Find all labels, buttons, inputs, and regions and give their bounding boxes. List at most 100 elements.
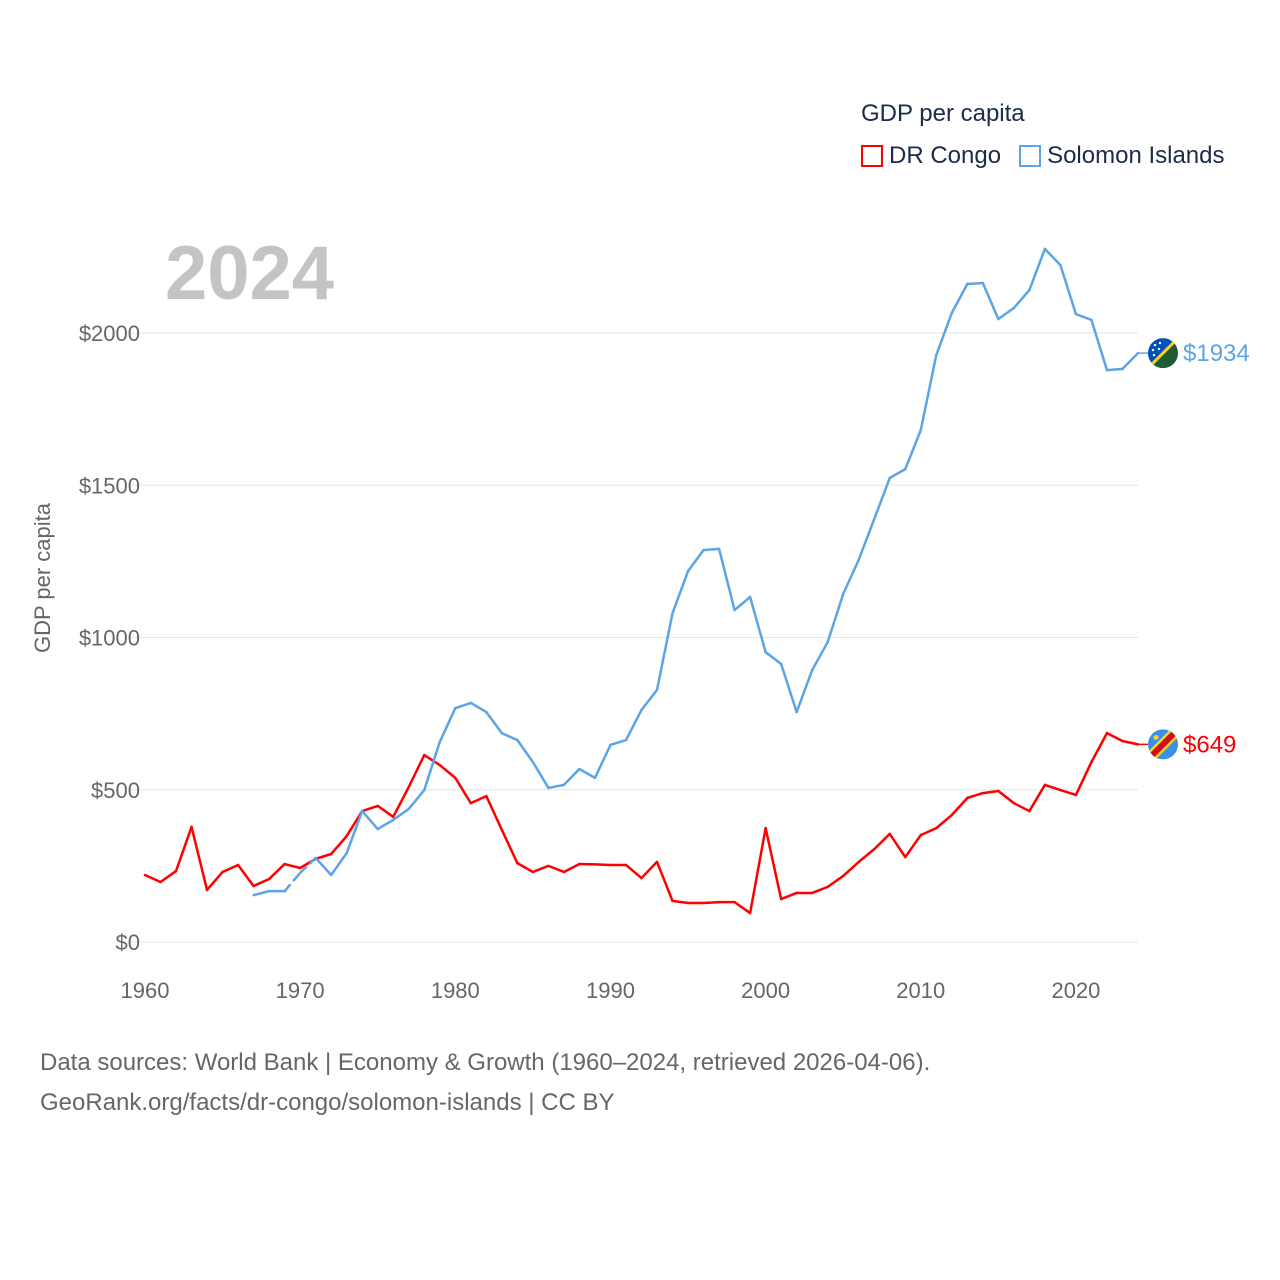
series-segment-dr-congo	[469, 794, 488, 805]
series-segment-dr-congo	[407, 753, 426, 789]
x-tick-label: 2010	[896, 978, 945, 1003]
y-tick-label: $500	[91, 778, 140, 803]
series-segment-dr-congo	[919, 826, 938, 837]
series-segment-solomon-islands	[454, 701, 473, 710]
year-label: 2024	[165, 231, 335, 316]
series-segment-solomon-islands	[562, 767, 581, 787]
series-segment-solomon-islands	[640, 688, 659, 712]
series-segment-dr-congo	[593, 863, 612, 867]
series-lines	[143, 247, 1140, 915]
series-segment-dr-congo	[904, 833, 923, 859]
source-link[interactable]: GeoRank.org/facts/dr-congo/solomon-islan…	[40, 1089, 615, 1116]
series-segment-solomon-islands	[671, 569, 690, 615]
series-segment-dr-congo	[547, 864, 566, 874]
series-segment-solomon-islands	[252, 889, 271, 897]
series-segment-dr-congo	[1059, 788, 1078, 797]
series-segment-dr-congo	[562, 862, 581, 874]
series-segment-solomon-islands	[423, 740, 442, 792]
series-segment-dr-congo	[531, 864, 550, 874]
series-segment-solomon-islands	[764, 650, 783, 666]
series-segment-dr-congo	[1028, 783, 1047, 813]
series-segment-solomon-islands	[360, 809, 379, 831]
legend-item-solomon-islands[interactable]: Solomon Islands	[1019, 142, 1225, 170]
series-segment-solomon-islands	[469, 701, 488, 714]
series-segment-dr-congo	[423, 753, 442, 767]
series-segment-dr-congo	[190, 825, 209, 892]
end-markers: $649 $1934	[1138, 338, 1250, 760]
y-tick-label: $0	[116, 930, 140, 955]
series-segment-dr-congo	[252, 877, 271, 888]
series-segment-dr-congo	[174, 825, 193, 873]
series-segment-solomon-islands	[655, 611, 674, 692]
series-segment-dr-congo	[655, 860, 674, 903]
series-segment-solomon-islands	[314, 856, 333, 877]
series-segment-solomon-islands	[438, 706, 457, 744]
series-segment-solomon-islands	[717, 547, 736, 612]
series-segment-solomon-islands	[376, 818, 395, 831]
legend-label: DR Congo	[889, 142, 1002, 169]
series-segment-solomon-islands	[779, 662, 798, 714]
series-segment-dr-congo	[935, 813, 954, 830]
legend-item-dr-congo[interactable]: DR Congo	[861, 142, 1001, 170]
x-tick-label: 1970	[276, 978, 325, 1003]
legend-swatch-dr-congo	[861, 145, 883, 167]
series-segment-dr-congo	[1105, 731, 1124, 743]
x-tick-label: 2000	[741, 978, 790, 1003]
series-segment-solomon-islands	[950, 282, 969, 315]
series-segment-solomon-islands	[609, 738, 628, 747]
legend-title: GDP per capita	[861, 100, 1025, 127]
series-segment-dr-congo	[764, 826, 783, 901]
series-segment-dr-congo	[1090, 731, 1109, 764]
series-segment-dr-congo	[360, 804, 379, 813]
series-segment-dr-congo	[997, 789, 1016, 805]
x-tick-label: 1960	[121, 978, 170, 1003]
series-segment-solomon-islands	[1105, 367, 1124, 372]
series-segment-solomon-islands	[748, 595, 767, 654]
series-segment-dr-congo	[454, 776, 473, 805]
series-segment-dr-congo	[1074, 760, 1093, 797]
x-tick-label: 1990	[586, 978, 635, 1003]
series-segment-dr-congo	[857, 847, 876, 864]
series-segment-solomon-islands	[407, 788, 426, 811]
series-segment-solomon-islands	[516, 738, 535, 764]
series-segment-solomon-islands	[826, 592, 845, 644]
series-segment-dr-congo	[841, 860, 860, 878]
series-segment-dr-congo	[221, 863, 240, 874]
series-segment-dr-congo	[1121, 739, 1140, 746]
end-value-label: $1934	[1183, 340, 1250, 367]
data-sources: Data sources: World Bank | Economy & Gro…	[40, 1049, 931, 1076]
series-segment-solomon-islands	[500, 731, 519, 742]
series-segment-dr-congo	[485, 794, 504, 832]
series-segment-dr-congo	[624, 863, 643, 880]
series-segment-solomon-islands	[857, 517, 876, 562]
series-segment-solomon-islands	[1059, 263, 1078, 316]
series-segment-solomon-islands	[919, 353, 938, 432]
series-segment-solomon-islands	[547, 783, 566, 790]
series-segment-dr-congo	[640, 860, 659, 880]
series-segment-dr-congo	[314, 852, 333, 861]
series-segment-dr-congo	[283, 862, 302, 870]
end-value-label: $649	[1183, 731, 1236, 758]
series-segment-solomon-islands	[1012, 288, 1031, 310]
legend: DR Congo Solomon Islands	[861, 142, 1225, 170]
series-segment-solomon-islands	[1121, 351, 1140, 371]
series-segment-dr-congo	[671, 899, 690, 905]
series-segment-solomon-islands	[795, 668, 814, 714]
series-segment-dr-congo	[516, 861, 535, 874]
series-segment-solomon-islands	[872, 476, 891, 521]
series-segment-dr-congo	[733, 900, 752, 915]
series-segment-solomon-islands	[578, 767, 597, 780]
legend-label: Solomon Islands	[1047, 142, 1225, 169]
series-segment-dr-congo	[872, 832, 891, 851]
series-segment-solomon-islands	[624, 708, 643, 742]
series-segment-dr-congo	[329, 834, 348, 856]
series-segment-solomon-islands	[1090, 318, 1109, 372]
y-tick-label: $1500	[79, 473, 140, 498]
series-segment-solomon-islands	[345, 809, 364, 855]
series-segment-solomon-islands	[841, 558, 860, 596]
grid: $0 $500 $1000 $1500 $2000	[79, 321, 1138, 955]
series-segment-solomon-islands	[888, 467, 907, 480]
series-segment-dr-congo	[702, 900, 721, 905]
series-segment-dr-congo	[950, 796, 969, 817]
